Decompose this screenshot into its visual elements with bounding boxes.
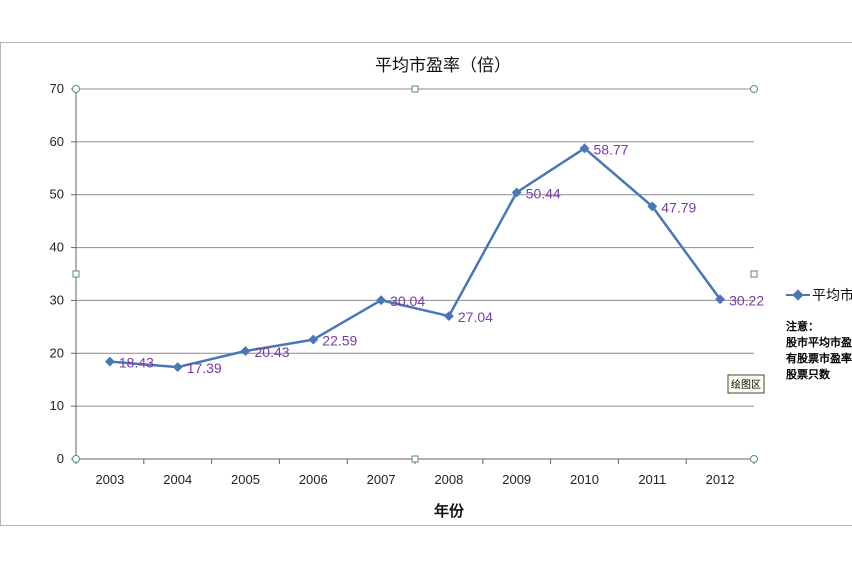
data-label: 30.22 — [729, 292, 764, 308]
data-label: 50.44 — [526, 185, 561, 201]
x-tick-label: 2003 — [95, 472, 124, 487]
plot-area-tooltip: 绘图区 — [727, 374, 765, 394]
data-point-marker[interactable] — [240, 346, 251, 356]
legend-marker — [792, 289, 804, 301]
data-label: 30.04 — [390, 293, 425, 309]
note-block: 注意： 股市平均市盈 有股票市盈率 股票只数 — [786, 319, 852, 381]
data-label: 20.43 — [255, 344, 290, 360]
x-axis: 2003 2004 2005 2006 2007 2008 2009 2010 2011 2012 — [75, 459, 755, 487]
y-tick-label: 30 — [50, 292, 64, 307]
chart-title: 平均市盈率（倍） — [375, 56, 511, 76]
series-line-path[interactable] — [109, 147, 722, 369]
data-label: 18.43 — [119, 355, 154, 371]
series-line — [104, 143, 726, 373]
data-labels: 18.43 17.39 20.43 22.59 30.04 27.04 50.44 58.77… — [119, 141, 764, 376]
y-tick-label: 0 — [57, 451, 64, 466]
x-tick-label: 2011 — [638, 472, 666, 487]
edge-resize-handle[interactable] — [72, 270, 80, 278]
data-label: 47.79 — [661, 199, 696, 215]
data-point-marker[interactable] — [511, 187, 522, 198]
data-point-marker[interactable] — [308, 334, 319, 345]
legend[interactable]: 平均市 — [786, 287, 852, 304]
x-tick-label: 2005 — [231, 472, 260, 487]
corner-resize-handle[interactable] — [750, 455, 758, 463]
y-tick-label: 50 — [50, 187, 64, 202]
data-point-marker[interactable] — [104, 356, 115, 367]
note-line-2: 股市平均市盈 — [786, 335, 852, 349]
data-label: 22.59 — [322, 333, 357, 349]
corner-resize-handle[interactable] — [750, 85, 758, 93]
data-point-marker[interactable] — [376, 295, 387, 306]
x-tick-label: 2006 — [299, 472, 328, 487]
edge-resize-handle[interactable] — [750, 270, 758, 278]
tooltip-box — [727, 374, 765, 394]
data-point-marker[interactable] — [715, 294, 726, 305]
data-label: 27.04 — [458, 309, 493, 325]
data-point-marker[interactable] — [647, 201, 658, 212]
x-tick-label: 2004 — [163, 472, 192, 487]
data-label: 17.39 — [187, 360, 222, 376]
y-tick-label: 40 — [50, 240, 64, 255]
note-line-4: 股票只数 — [786, 367, 831, 381]
y-tick-label: 20 — [50, 345, 64, 360]
data-label: 58.77 — [594, 141, 629, 157]
y-tick-label: 60 — [50, 134, 64, 149]
corner-resize-handle[interactable] — [72, 85, 80, 93]
plot-area-selection-handles — [72, 85, 758, 463]
gridlines — [76, 88, 754, 460]
corner-resize-handle[interactable] — [72, 455, 80, 463]
x-axis-title: 年份 — [434, 502, 465, 520]
data-point-marker[interactable] — [579, 143, 590, 154]
y-tick-label: 70 — [50, 81, 64, 96]
x-tick-label: 2008 — [434, 472, 463, 487]
x-tick-label: 2012 — [706, 472, 735, 487]
note-line-3: 有股票市盈率 — [786, 351, 852, 365]
y-tick-label: 10 — [50, 398, 64, 413]
edge-resize-handle[interactable] — [411, 455, 419, 463]
x-tick-label: 2009 — [502, 472, 531, 487]
y-axis: 0 10 20 30 40 50 60 70 — [50, 81, 77, 466]
data-point-marker[interactable] — [443, 311, 454, 322]
tooltip-text: 绘图区 — [731, 378, 761, 391]
legend-label: 平均市 — [812, 287, 852, 304]
x-tick-label: 2007 — [367, 472, 396, 487]
x-tick-label: 2010 — [570, 472, 599, 487]
data-point-marker[interactable] — [172, 362, 183, 373]
edge-resize-handle[interactable] — [411, 85, 419, 93]
note-line-1: 注意： — [786, 319, 819, 333]
